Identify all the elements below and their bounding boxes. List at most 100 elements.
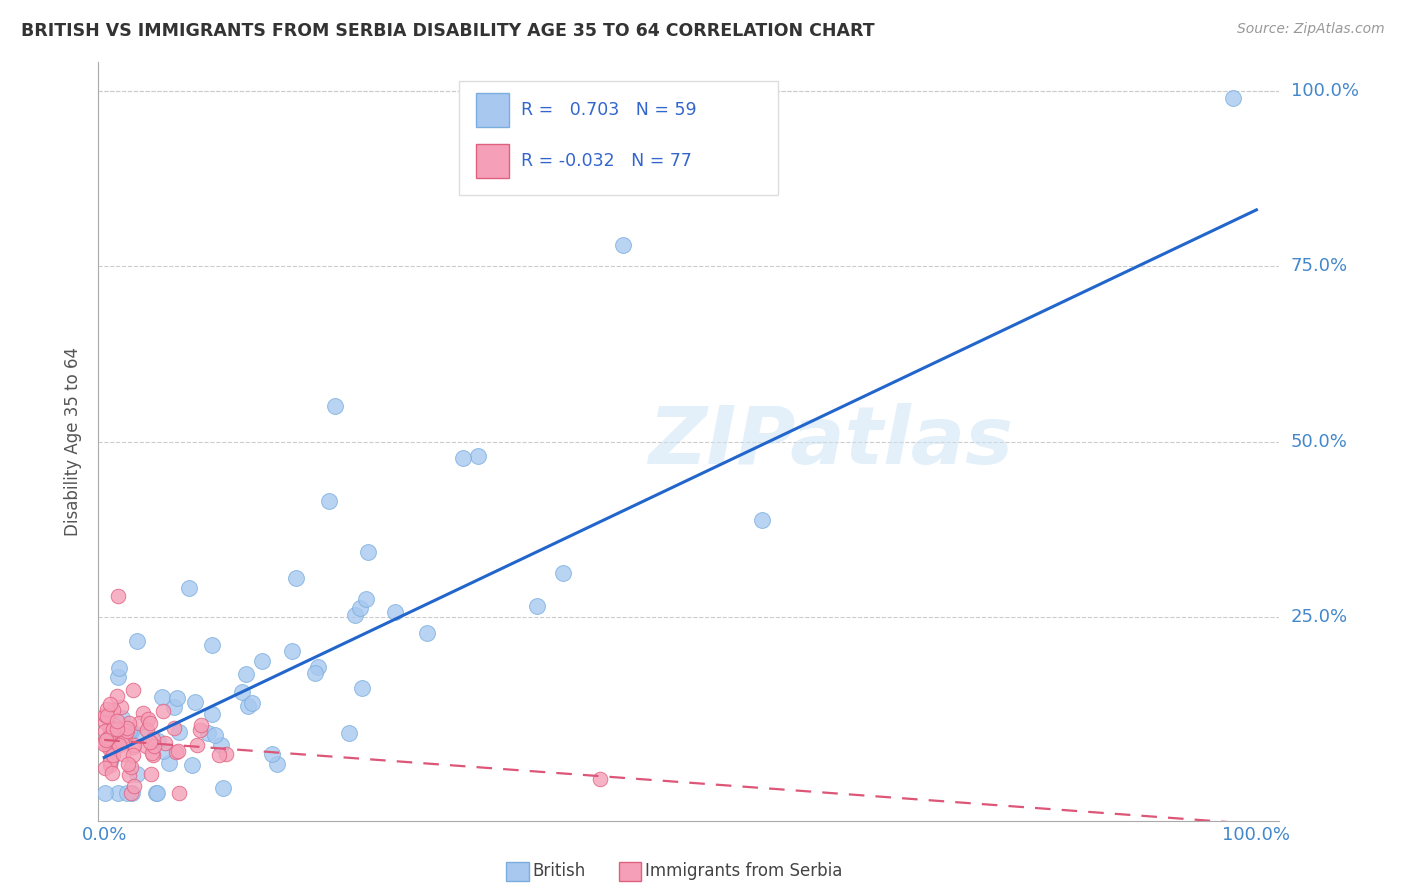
Text: BRITISH VS IMMIGRANTS FROM SERBIA DISABILITY AGE 35 TO 64 CORRELATION CHART: BRITISH VS IMMIGRANTS FROM SERBIA DISABI… [21, 22, 875, 40]
Point [100, 752, 122, 766]
Point [166, 691, 188, 706]
Point [94, 714, 117, 729]
Text: 25.0%: 25.0% [1291, 608, 1348, 626]
Point [284, 570, 307, 584]
Point [100, 726, 122, 740]
Point [97, 720, 120, 734]
Point [238, 698, 260, 713]
Point [143, 739, 166, 753]
Point [94, 786, 117, 800]
Point [103, 735, 125, 749]
Point [451, 451, 474, 466]
Point [105, 714, 128, 728]
Point [350, 681, 373, 695]
Point [145, 786, 167, 800]
Point [101, 748, 124, 763]
Point [281, 644, 304, 658]
Point [108, 661, 131, 675]
Point [107, 786, 129, 800]
Point [139, 715, 162, 730]
Point [118, 724, 141, 739]
Bar [477, 144, 509, 178]
Point [127, 767, 149, 781]
Point [96, 702, 118, 716]
Point [142, 731, 165, 746]
Point [98, 757, 121, 772]
Point [103, 717, 125, 731]
Point [235, 666, 257, 681]
Point [101, 703, 124, 717]
Y-axis label: Disability Age 35 to 64: Disability Age 35 to 64 [65, 347, 83, 536]
Text: Immigrants from Serbia: Immigrants from Serbia [645, 863, 842, 880]
Point [318, 494, 340, 508]
Point [165, 745, 187, 759]
Point [94, 733, 117, 747]
Point [163, 721, 186, 735]
Point [215, 747, 238, 762]
Point [357, 545, 380, 559]
Text: 50.0%: 50.0% [1291, 433, 1347, 450]
Point [167, 725, 190, 739]
Point [337, 725, 360, 739]
Point [131, 728, 153, 742]
Point [1222, 90, 1244, 104]
Point [120, 760, 142, 774]
Point [93, 734, 115, 748]
Point [105, 689, 128, 703]
Point [212, 781, 235, 796]
Point [118, 716, 141, 731]
Point [98, 740, 121, 755]
Text: British: British [533, 863, 586, 880]
Point [152, 705, 174, 719]
Point [384, 605, 406, 619]
Point [141, 746, 163, 760]
Point [111, 710, 134, 724]
Point [179, 581, 201, 595]
Point [114, 728, 136, 742]
Point [120, 723, 142, 738]
Point [112, 729, 135, 743]
Point [180, 757, 202, 772]
Point [526, 599, 548, 613]
Point [103, 742, 125, 756]
Point [115, 786, 138, 800]
Point [103, 734, 125, 748]
Point [553, 566, 575, 580]
Point [120, 786, 142, 800]
Point [169, 786, 191, 800]
Point [146, 734, 169, 748]
Point [150, 690, 173, 705]
Point [93, 737, 115, 751]
Point [128, 715, 150, 730]
Point [101, 765, 124, 780]
Point [323, 400, 346, 414]
Text: ZIPatlas: ZIPatlas [648, 402, 1014, 481]
Point [186, 739, 208, 753]
Point [122, 739, 145, 753]
Point [122, 748, 145, 763]
Point [142, 747, 165, 762]
Point [135, 739, 157, 753]
Point [114, 724, 136, 739]
Point [101, 739, 124, 753]
Point [115, 721, 138, 735]
Text: R = -0.032   N = 77: R = -0.032 N = 77 [522, 152, 692, 169]
Point [112, 747, 135, 761]
Point [94, 723, 117, 738]
Point [135, 723, 157, 738]
Point [467, 449, 489, 463]
Text: 100.0%: 100.0% [1291, 81, 1358, 100]
Point [266, 756, 288, 771]
Point [167, 743, 190, 757]
Point [304, 665, 326, 680]
Point [115, 723, 138, 738]
Point [108, 738, 131, 752]
Point [612, 238, 634, 252]
Point [184, 696, 207, 710]
Point [121, 786, 143, 800]
Point [157, 756, 180, 771]
Point [139, 735, 162, 749]
Point [105, 723, 128, 737]
Point [209, 739, 232, 753]
Point [250, 654, 273, 668]
